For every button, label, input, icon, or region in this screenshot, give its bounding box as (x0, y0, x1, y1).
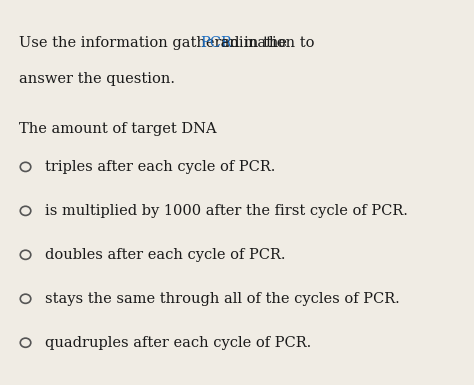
Text: The amount of target DNA: The amount of target DNA (19, 122, 217, 136)
Text: quadruples after each cycle of PCR.: quadruples after each cycle of PCR. (46, 336, 311, 350)
Text: answer the question.: answer the question. (19, 72, 175, 86)
Text: PCR: PCR (201, 36, 233, 50)
Text: doubles after each cycle of PCR.: doubles after each cycle of PCR. (46, 248, 286, 262)
Text: Use the information gathered in the: Use the information gathered in the (19, 36, 292, 50)
Text: stays the same through all of the cycles of PCR.: stays the same through all of the cycles… (46, 292, 400, 306)
Text: triples after each cycle of PCR.: triples after each cycle of PCR. (46, 160, 276, 174)
Text: animation to: animation to (216, 36, 314, 50)
Text: is multiplied by 1000 after the first cycle of PCR.: is multiplied by 1000 after the first cy… (46, 204, 408, 218)
